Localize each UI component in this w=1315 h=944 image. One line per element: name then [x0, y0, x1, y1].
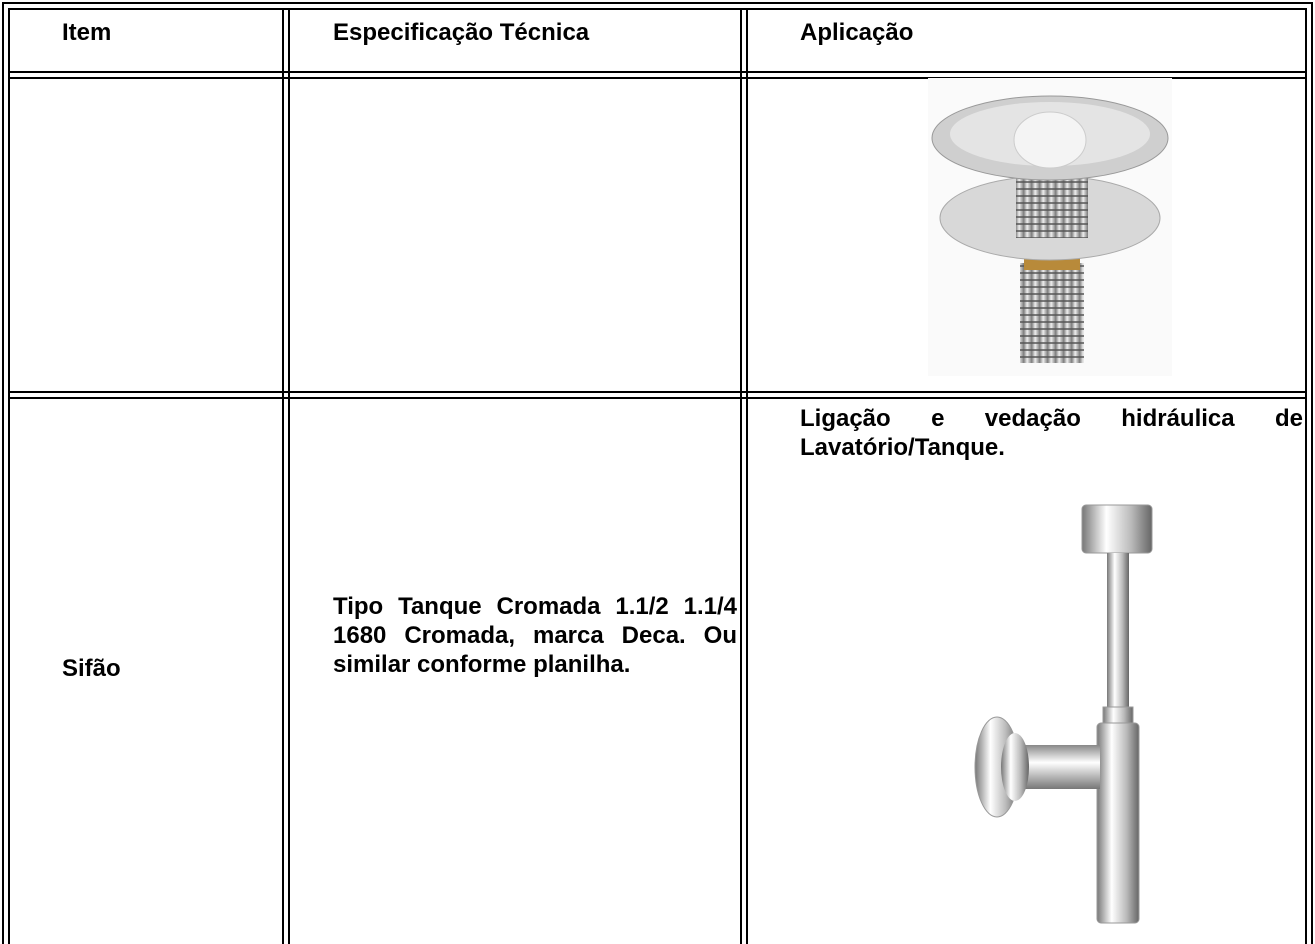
cell-specification: Tipo Tanque Cromada 1.1/2 1.1/4 1680 Cro…: [333, 593, 737, 678]
border: [8, 397, 1307, 399]
border: [282, 8, 284, 944]
border: [746, 8, 748, 944]
border: [288, 8, 290, 944]
border: [8, 77, 1307, 79]
header-cell: Item: [62, 19, 112, 46]
product-image-siphon: [974, 504, 1153, 924]
border: [8, 71, 1307, 73]
border: [8, 8, 1307, 10]
cell-application: Ligação e vedação hidráulica de Lavatóri…: [800, 405, 1303, 461]
header-cell: Especificação Técnica: [333, 19, 590, 46]
cell-item: Sifão: [62, 655, 121, 682]
product-image-drain: [928, 78, 1172, 376]
header-cell: Aplicação: [800, 19, 914, 46]
border: [1311, 2, 1313, 944]
border: [740, 8, 742, 944]
border: [1305, 8, 1307, 944]
border: [8, 8, 10, 944]
border: [8, 391, 1307, 393]
border: [2, 2, 1313, 4]
border: [2, 2, 4, 944]
